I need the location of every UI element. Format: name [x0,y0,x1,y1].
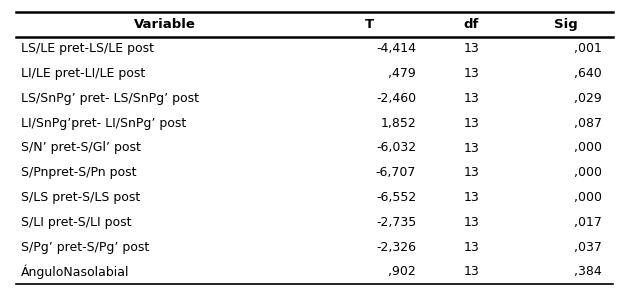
Text: -4,414: -4,414 [376,42,416,55]
Text: -2,326: -2,326 [376,241,416,254]
Text: 13: 13 [464,191,479,204]
Text: 13: 13 [464,216,479,229]
Text: -6,552: -6,552 [376,191,416,204]
Text: Variable: Variable [134,18,196,31]
Text: S/N’ pret-S/Gl’ post: S/N’ pret-S/Gl’ post [21,141,140,155]
Text: ,000: ,000 [574,141,602,155]
Text: 13: 13 [464,117,479,130]
Text: S/Pg’ pret-S/Pg’ post: S/Pg’ pret-S/Pg’ post [21,241,148,254]
Text: S/LS pret-S/LS post: S/LS pret-S/LS post [21,191,140,204]
Text: ,087: ,087 [574,117,602,130]
Text: 13: 13 [464,67,479,80]
Text: LI/LE pret-LI/LE post: LI/LE pret-LI/LE post [21,67,145,80]
Text: 13: 13 [464,166,479,179]
Text: ,029: ,029 [574,92,602,105]
Text: ,037: ,037 [574,241,602,254]
Text: S/LI pret-S/LI post: S/LI pret-S/LI post [21,216,131,229]
Text: ,902: ,902 [389,265,416,278]
Text: -2,460: -2,460 [376,92,416,105]
Text: 13: 13 [464,241,479,254]
Text: ,001: ,001 [574,42,602,55]
Text: df: df [464,18,479,31]
Text: ,640: ,640 [574,67,602,80]
Text: ,000: ,000 [574,191,602,204]
Text: -2,735: -2,735 [376,216,416,229]
Text: 13: 13 [464,92,479,105]
Text: LI/SnPg’pret- LI/SnPg’ post: LI/SnPg’pret- LI/SnPg’ post [21,117,186,130]
Text: ,479: ,479 [389,67,416,80]
Text: T: T [365,18,374,31]
Text: ,000: ,000 [574,166,602,179]
Text: LS/SnPg’ pret- LS/SnPg’ post: LS/SnPg’ pret- LS/SnPg’ post [21,92,199,105]
Text: 1,852: 1,852 [381,117,416,130]
Text: 13: 13 [464,141,479,155]
Text: ,384: ,384 [574,265,602,278]
Text: Sig: Sig [554,18,577,31]
Text: ,017: ,017 [574,216,602,229]
Text: -6,707: -6,707 [376,166,416,179]
Text: -6,032: -6,032 [376,141,416,155]
Text: S/Pnpret-S/Pn post: S/Pnpret-S/Pn post [21,166,136,179]
Text: LS/LE pret-LS/LE post: LS/LE pret-LS/LE post [21,42,153,55]
Text: 13: 13 [464,42,479,55]
Text: ÁnguloNasolabial: ÁnguloNasolabial [21,265,129,279]
Text: 13: 13 [464,265,479,278]
